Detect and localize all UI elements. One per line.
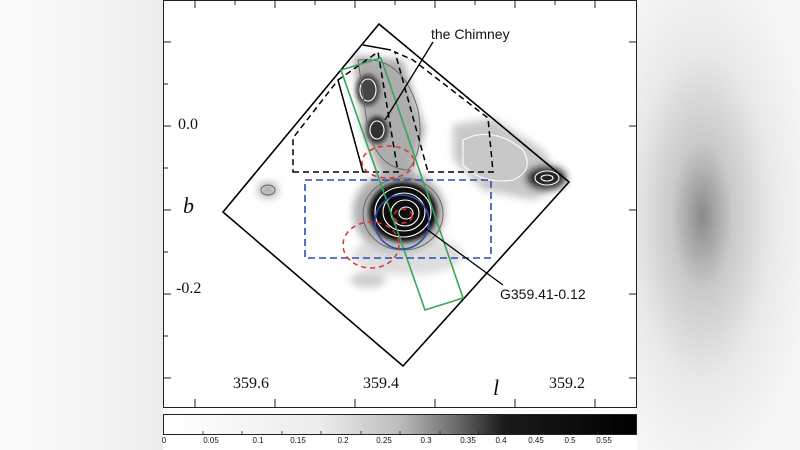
colorbar-tick-label: 0.4	[495, 436, 507, 445]
outer-contours	[260, 59, 444, 251]
colorbar-ticks	[163, 431, 599, 434]
colorbar-tick-label: 0.3	[420, 436, 432, 445]
field-of-view	[221, 22, 571, 368]
y-tick-label: 0.0	[178, 116, 198, 133]
x-tick-label: 359.2	[549, 375, 585, 392]
region-top-edge	[362, 44, 392, 51]
right-margin-blur	[637, 0, 800, 450]
figure-svg	[163, 0, 637, 435]
x-axis-label: l	[493, 375, 500, 400]
colorbar-tick-label: 0.2	[337, 436, 349, 445]
y-axis-label: b	[183, 193, 194, 218]
frame-ticks	[163, 0, 637, 407]
chimney-strip	[339, 57, 465, 311]
x-tick-label: 359.4	[363, 375, 399, 392]
colorbar-tick-label: 0.25	[376, 436, 392, 445]
x-tick-label: 359.6	[233, 375, 269, 392]
red-ellipses	[342, 145, 415, 269]
colorbar-tick-label: 0.1	[252, 436, 264, 445]
colorbar-tick-label: 0.05	[203, 436, 219, 445]
figure-panel: 0.0 -0.2 b 359.6 359.4 359.2 l the Chimn…	[161, 0, 637, 450]
upper-regions	[292, 50, 494, 173]
colorbar-tick-label: 0.15	[290, 436, 306, 445]
contour-lines	[359, 78, 560, 238]
colorbar	[163, 414, 637, 435]
y-tick-label: -0.2	[176, 280, 202, 297]
chimney-annotation: the Chimney	[431, 26, 510, 42]
colorbar-tick-label: 0.55	[596, 436, 612, 445]
left-margin	[0, 0, 163, 450]
colorbar-tick-label: 0.35	[460, 436, 476, 445]
source-pointer	[424, 227, 504, 286]
source-circle	[374, 194, 430, 250]
background-box	[304, 179, 492, 259]
colorbar-tick-label: 0	[161, 436, 167, 445]
chimney-pointer	[384, 41, 434, 121]
colorbar-tick-label: 0.45	[528, 436, 544, 445]
source-annotation: G359.41-0.12	[500, 286, 586, 302]
colorbar-tick-label: 0.5	[564, 436, 576, 445]
